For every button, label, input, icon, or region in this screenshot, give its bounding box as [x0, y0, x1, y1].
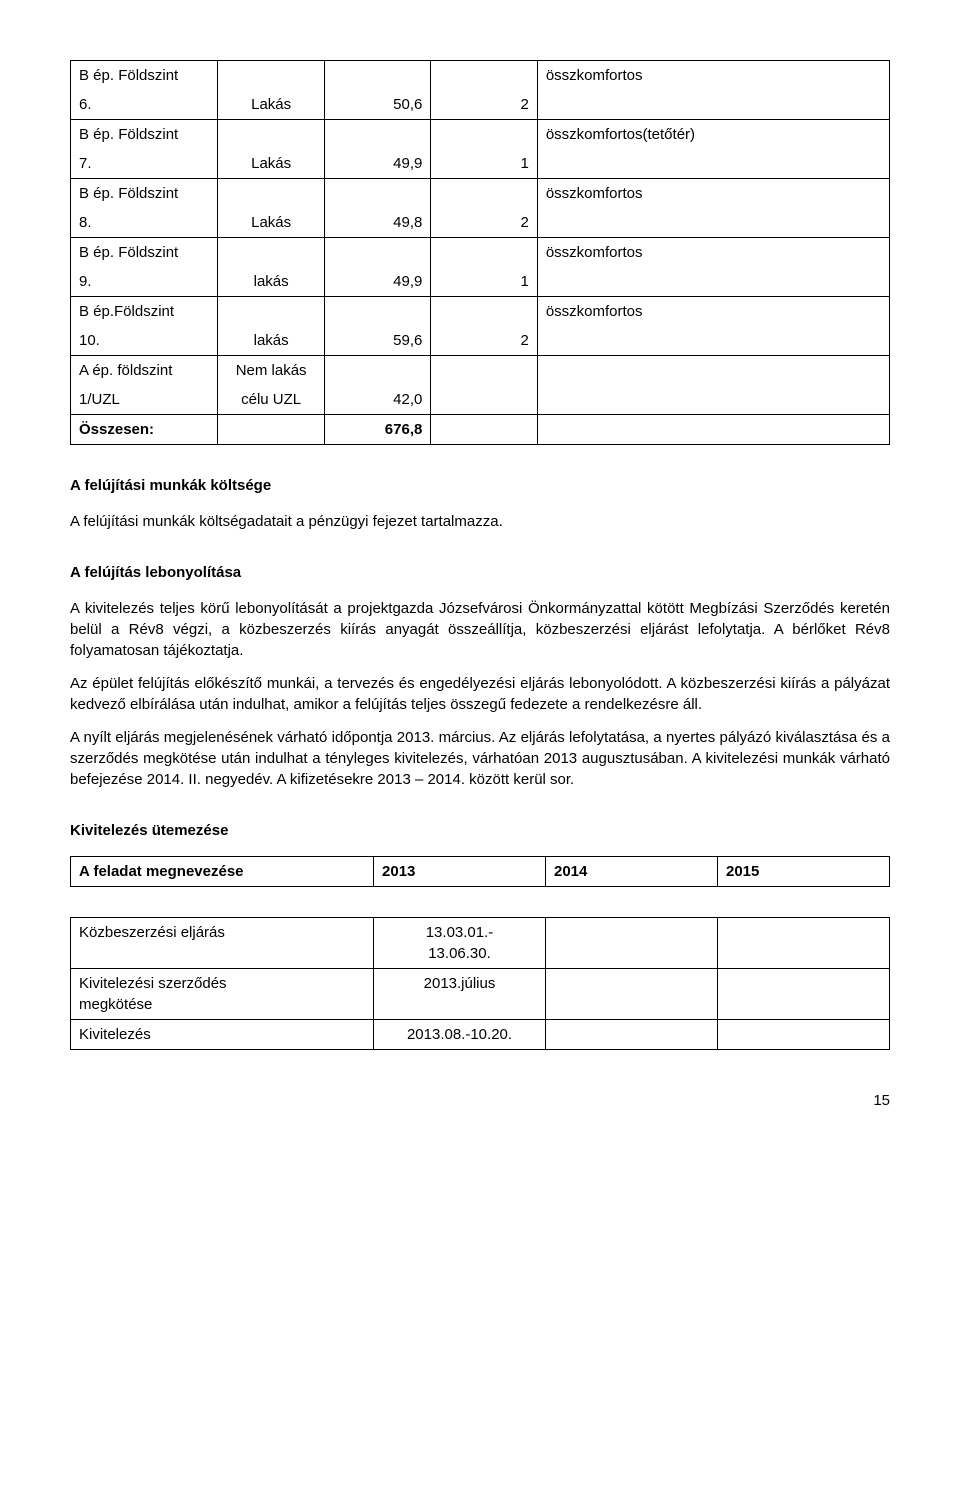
row-comfort: összkomfortos: [537, 238, 889, 268]
row-type: célu UZL: [218, 385, 324, 415]
exec-heading: A felújítás lebonyolítása: [70, 562, 890, 583]
row-label-bottom: 8.: [71, 208, 218, 238]
row-comfort: összkomfortos: [537, 179, 889, 209]
row-type-top: Nem lakás: [218, 356, 324, 386]
sched-task: Kivitelezés: [71, 1020, 374, 1050]
row-comfort: összkomfortos: [537, 61, 889, 91]
row-rooms-top: [431, 120, 537, 150]
sched-h1: A feladat megnevezése: [71, 857, 374, 887]
sched-2015: [717, 918, 889, 969]
row-label-bottom: 6.: [71, 90, 218, 120]
row-area: 49,8: [324, 208, 430, 238]
row-type: Lakás: [218, 149, 324, 179]
page-number: 15: [70, 1090, 890, 1111]
total-empty3: [537, 415, 889, 445]
sched-2015: [717, 1020, 889, 1050]
row-type-top: [218, 179, 324, 209]
row-area-top: [324, 356, 430, 386]
sched-2014: [546, 969, 718, 1020]
row-comfort-bottom: [537, 208, 889, 238]
row-rooms: 2: [431, 326, 537, 356]
row-comfort: összkomfortos: [537, 297, 889, 327]
row-area: 42,0: [324, 385, 430, 415]
total-empty2: [431, 415, 537, 445]
row-rooms: 1: [431, 267, 537, 297]
row-label-bottom: 9.: [71, 267, 218, 297]
row-comfort-bottom: [537, 90, 889, 120]
row-comfort: összkomfortos(tetőtér): [537, 120, 889, 150]
row-label-top: B ép. Földszint: [71, 61, 218, 91]
row-label-top: B ép. Földszint: [71, 120, 218, 150]
row-type-top: [218, 297, 324, 327]
row-rooms-top: [431, 356, 537, 386]
row-area-top: [324, 238, 430, 268]
row-area-top: [324, 297, 430, 327]
row-rooms: 2: [431, 208, 537, 238]
row-comfort-bottom: [537, 149, 889, 179]
row-rooms-top: [431, 61, 537, 91]
row-area-top: [324, 179, 430, 209]
total-label: Összesen:: [71, 415, 218, 445]
row-type: lakás: [218, 326, 324, 356]
row-type: Lakás: [218, 90, 324, 120]
row-type-top: [218, 120, 324, 150]
exec-p3: A nyílt eljárás megjelenésének várható i…: [70, 727, 890, 790]
exec-p2: Az épület felújítás előkészítő munkái, a…: [70, 673, 890, 715]
row-area: 50,6: [324, 90, 430, 120]
row-type-top: [218, 238, 324, 268]
row-label-bottom: 10.: [71, 326, 218, 356]
sched-body-table: Közbeszerzési eljárás13.03.01.-13.06.30.…: [70, 917, 890, 1050]
sched-h2: 2013: [374, 857, 546, 887]
row-type: Lakás: [218, 208, 324, 238]
sched-2014: [546, 918, 718, 969]
sched-2014: [546, 1020, 718, 1050]
row-rooms-top: [431, 238, 537, 268]
sched-task: Közbeszerzési eljárás: [71, 918, 374, 969]
row-area-top: [324, 61, 430, 91]
row-area: 49,9: [324, 267, 430, 297]
row-rooms: 2: [431, 90, 537, 120]
row-label-top: B ép.Földszint: [71, 297, 218, 327]
cost-heading: A felújítási munkák költsége: [70, 475, 890, 496]
sched-header-table: A feladat megnevezése 2013 2014 2015: [70, 856, 890, 887]
total-area: 676,8: [324, 415, 430, 445]
total-empty1: [218, 415, 324, 445]
sched-2013: 2013.08.-10.20.: [374, 1020, 546, 1050]
sched-h3: 2014: [546, 857, 718, 887]
row-label-bottom: 1/UZL: [71, 385, 218, 415]
row-area-top: [324, 120, 430, 150]
row-comfort-bottom: [537, 326, 889, 356]
row-rooms-top: [431, 179, 537, 209]
sched-heading: Kivitelezés ütemezése: [70, 820, 890, 841]
building-table: B ép. Földszintösszkomfortos6.Lakás50,62…: [70, 60, 890, 445]
cost-paragraph: A felújítási munkák költségadatait a pén…: [70, 511, 890, 532]
sched-2013: 13.03.01.-13.06.30.: [374, 918, 546, 969]
row-type-top: [218, 61, 324, 91]
row-area: 59,6: [324, 326, 430, 356]
row-label-bottom: 7.: [71, 149, 218, 179]
sched-2013: 2013.július: [374, 969, 546, 1020]
sched-h4: 2015: [717, 857, 889, 887]
sched-task: Kivitelezési szerződésmegkötése: [71, 969, 374, 1020]
sched-2015: [717, 969, 889, 1020]
row-comfort-bottom: [537, 385, 889, 415]
row-label-top: B ép. Földszint: [71, 179, 218, 209]
row-comfort-bottom: [537, 267, 889, 297]
row-rooms: [431, 385, 537, 415]
row-comfort: [537, 356, 889, 386]
row-rooms: 1: [431, 149, 537, 179]
row-label-top: B ép. Földszint: [71, 238, 218, 268]
row-label-top: A ép. földszint: [71, 356, 218, 386]
row-rooms-top: [431, 297, 537, 327]
exec-p1: A kivitelezés teljes körű lebonyolítását…: [70, 598, 890, 661]
row-type: lakás: [218, 267, 324, 297]
row-area: 49,9: [324, 149, 430, 179]
